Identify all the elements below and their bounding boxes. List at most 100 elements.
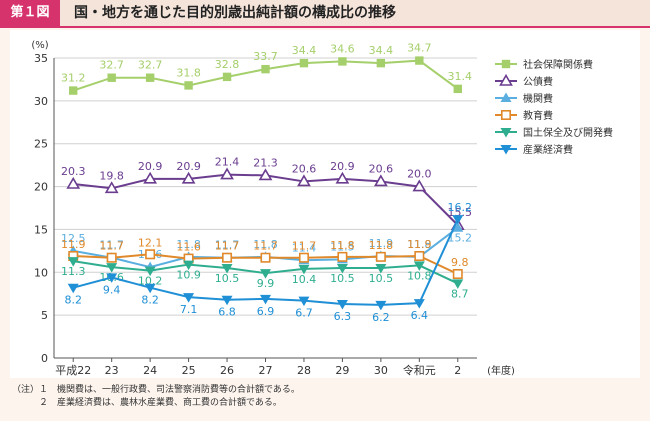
data-point-marker: [376, 58, 386, 68]
data-label: 10.2: [138, 275, 163, 288]
data-point-marker: [452, 222, 464, 232]
data-label: 10.9: [176, 269, 201, 282]
x-tick-label: 24: [143, 364, 157, 377]
data-label: 11.8: [407, 238, 432, 251]
data-label: 31.4: [448, 70, 473, 83]
y-tick-label: 0: [41, 352, 48, 365]
data-label: 33.7: [253, 50, 278, 63]
data-label: 20.9: [176, 160, 201, 173]
data-label: 11.7: [99, 240, 124, 253]
x-axis-unit-label: (年度): [487, 364, 515, 377]
x-tick-label: 30: [374, 364, 388, 377]
x-tick-label: 2: [454, 364, 461, 377]
data-point-marker: [106, 263, 118, 273]
data-point-marker: [261, 64, 270, 74]
x-tick-label: 26: [220, 364, 234, 377]
data-label: 6.9: [257, 305, 275, 318]
data-point-marker: [336, 300, 348, 310]
data-label: 10.5: [369, 272, 394, 285]
legend-marker: [501, 59, 511, 69]
data-label: 11.3: [61, 265, 86, 278]
data-label: 11.7: [215, 239, 240, 252]
data-point-marker: [413, 299, 425, 309]
x-tick-label: 平成22: [55, 364, 91, 377]
y-tick-label: 35: [34, 52, 48, 65]
data-point-marker: [106, 273, 118, 283]
data-label: 12.5: [61, 232, 86, 245]
data-label: 11.8: [369, 239, 394, 252]
data-point-marker: [298, 264, 310, 275]
y-tick-label: 25: [34, 138, 48, 151]
data-label: 11.9: [407, 238, 432, 251]
footnotes: （注）１ 機関費は、一般行政費、司法警察消防費等の合計額である。 ２ 産業経済費…: [12, 384, 300, 410]
data-label: 7.1: [180, 303, 198, 316]
data-point-marker: [145, 249, 156, 260]
data-point-marker: [297, 174, 311, 187]
legend-marker: [500, 92, 512, 102]
data-point-marker: [104, 181, 119, 194]
data-point-marker: [144, 283, 156, 294]
data-label: 6.8: [218, 306, 236, 319]
data-point-marker: [106, 252, 117, 263]
legend-marker: [499, 73, 513, 86]
data-label: 11.9: [369, 237, 394, 250]
x-tick-label: 令和元: [403, 363, 436, 377]
data-label: 12.1: [138, 236, 163, 249]
data-point-marker: [452, 215, 464, 225]
data-point-marker: [375, 251, 386, 262]
data-label: 11.6: [176, 241, 201, 254]
data-label: 20.9: [330, 160, 355, 173]
data-point-marker: [107, 73, 116, 82]
legend-marker: [500, 128, 512, 138]
y-tick-label: 10: [34, 266, 48, 279]
data-label: 11.5: [330, 240, 355, 253]
y-tick-label: 30: [34, 95, 48, 108]
data-label: 32.7: [99, 59, 124, 72]
data-label: 34.7: [407, 42, 432, 55]
data-point-marker: [452, 279, 464, 289]
y-tick-label: 5: [41, 309, 48, 322]
data-point-marker: [222, 252, 233, 263]
data-label: 6.2: [372, 311, 390, 324]
data-label: 10.5: [330, 272, 355, 285]
data-label: 6.3: [334, 310, 352, 323]
footnote-1: （注）１ 機関費は、一般行政費、司法警察消防費等の合計額である。: [12, 385, 300, 395]
data-label: 9.9: [257, 277, 275, 290]
data-point-marker: [298, 252, 309, 263]
data-label: 10.8: [407, 269, 432, 282]
figure-number-badge: 第１図: [0, 0, 60, 26]
data-point-marker: [258, 168, 273, 181]
data-label: 32.8: [215, 58, 240, 71]
legend-marker: [500, 145, 512, 155]
data-label: 20.6: [292, 162, 317, 175]
data-label: 34.4: [369, 44, 394, 57]
data-point-marker: [414, 251, 425, 262]
data-point-marker: [453, 84, 462, 94]
data-point-marker: [452, 269, 463, 280]
legend-entry-label: 教育費: [523, 109, 553, 122]
data-label: 34.6: [330, 42, 355, 55]
legend-entry-label: 国土保全及び開発費: [523, 126, 613, 139]
data-label: 15.2: [448, 232, 473, 245]
data-point-marker: [336, 264, 348, 274]
data-label: 20.9: [138, 160, 163, 173]
data-point-marker: [299, 58, 309, 68]
data-point-marker: [145, 73, 155, 82]
series-line: [73, 173, 459, 226]
data-label: 21.4: [215, 156, 240, 169]
data-label: 11.8: [176, 238, 201, 251]
legend-entry-label: 産業経済費: [523, 143, 573, 156]
x-tick-label: 25: [182, 364, 196, 377]
data-point-marker: [338, 57, 347, 66]
data-label: 9.4: [103, 283, 121, 296]
chart-area: 0 5 10 15 20 25 30 35 (%) 平成22 23 24 25 26 27 28 29 30 令和元…: [10, 30, 640, 378]
data-label: 8.2: [64, 294, 82, 307]
data-point-marker: [220, 167, 234, 180]
data-point-marker: [298, 296, 310, 307]
data-label: 11.8: [330, 239, 355, 252]
data-label: 19.8: [99, 169, 124, 182]
data-point-marker: [375, 300, 387, 311]
legend-marker: [500, 110, 511, 121]
data-label: 11.7: [292, 240, 317, 253]
data-point-marker: [67, 257, 79, 267]
